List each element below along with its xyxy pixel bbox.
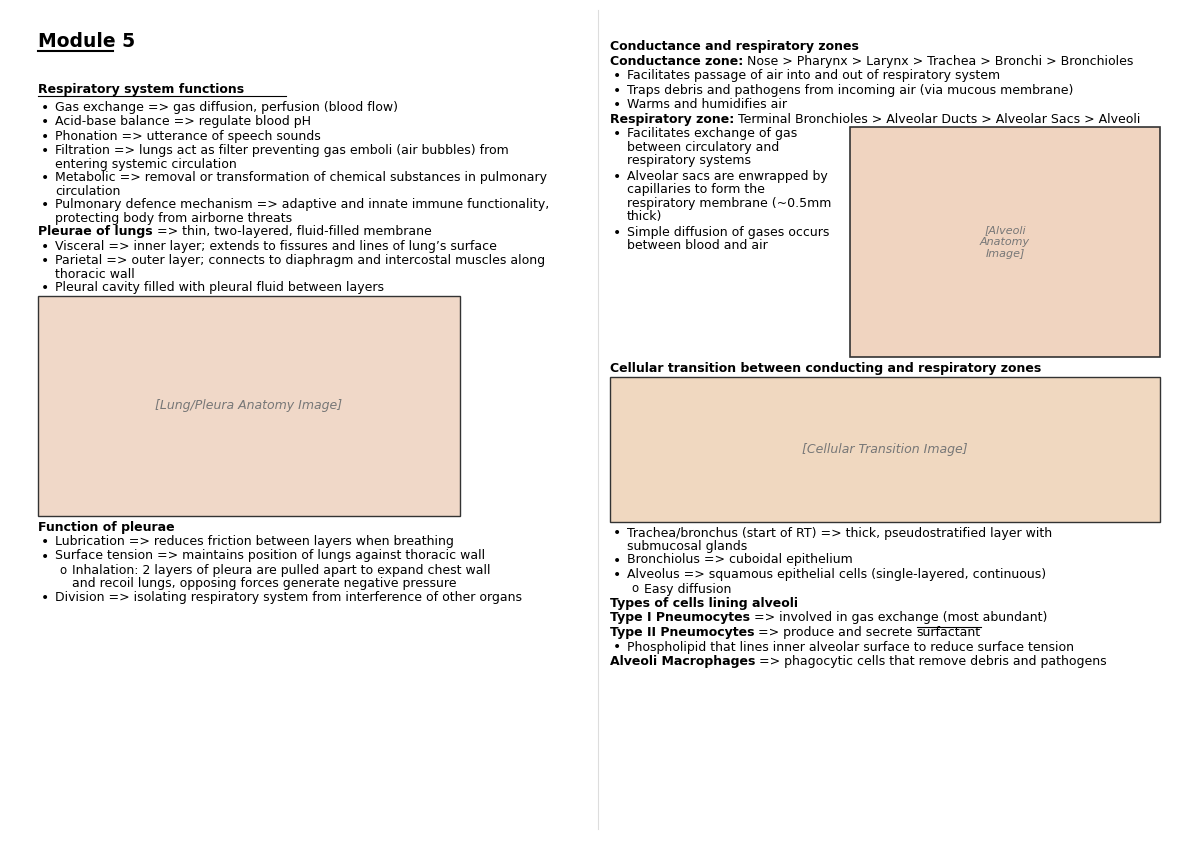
Text: Respiratory zone:: Respiratory zone:: [610, 113, 734, 126]
Text: •: •: [613, 170, 622, 183]
Text: •: •: [613, 640, 622, 655]
Text: => involved in gas exchange (most abundant): => involved in gas exchange (most abunda…: [750, 611, 1048, 625]
Text: Acid-base balance => regulate blood pH: Acid-base balance => regulate blood pH: [55, 115, 311, 128]
Text: thoracic wall: thoracic wall: [55, 267, 134, 280]
Text: •: •: [41, 144, 49, 158]
Text: o: o: [631, 582, 638, 595]
Text: •: •: [41, 254, 49, 268]
Text: •: •: [613, 69, 622, 83]
Text: Simple diffusion of gases occurs: Simple diffusion of gases occurs: [628, 226, 829, 239]
Text: Surface tension => maintains position of lungs against thoracic wall: Surface tension => maintains position of…: [55, 549, 485, 563]
Text: Alveolus => squamous epithelial cells (single-layered, continuous): Alveolus => squamous epithelial cells (s…: [628, 568, 1046, 581]
Text: Pleural cavity filled with pleural fluid between layers: Pleural cavity filled with pleural fluid…: [55, 281, 384, 294]
Text: Type II Pneumocytes: Type II Pneumocytes: [610, 626, 755, 639]
Text: capillaries to form the: capillaries to form the: [628, 183, 764, 196]
Text: •: •: [41, 549, 49, 564]
Text: Inhalation: 2 layers of pleura are pulled apart to expand chest wall: Inhalation: 2 layers of pleura are pulle…: [72, 564, 491, 577]
Text: [Lung/Pleura Anatomy Image]: [Lung/Pleura Anatomy Image]: [156, 399, 342, 412]
Text: •: •: [613, 568, 622, 582]
Text: circulation: circulation: [55, 184, 120, 198]
Text: Terminal Bronchioles > Alveolar Ducts > Alveolar Sacs > Alveoli: Terminal Bronchioles > Alveolar Ducts > …: [734, 113, 1141, 126]
Text: Warms and humidifies air: Warms and humidifies air: [628, 98, 787, 111]
Text: thick): thick): [628, 210, 662, 223]
Text: •: •: [613, 554, 622, 567]
Text: •: •: [613, 226, 622, 239]
Text: Easy diffusion: Easy diffusion: [644, 582, 731, 595]
Text: •: •: [41, 281, 49, 295]
Text: => phagocytic cells that remove debris and pathogens: => phagocytic cells that remove debris a…: [755, 655, 1108, 668]
Text: Facilitates exchange of gas: Facilitates exchange of gas: [628, 127, 797, 140]
Text: Respiratory system functions: Respiratory system functions: [38, 83, 244, 96]
Text: •: •: [613, 127, 622, 141]
Text: Lubrication => reduces friction between layers when breathing: Lubrication => reduces friction between …: [55, 535, 454, 548]
Text: Phospholipid that lines inner alveolar surface to reduce surface tension: Phospholipid that lines inner alveolar s…: [628, 640, 1074, 654]
Text: Pleurae of lungs: Pleurae of lungs: [38, 225, 152, 238]
Text: Type I Pneumocytes: Type I Pneumocytes: [610, 611, 750, 625]
Text: •: •: [41, 115, 49, 129]
Text: => thin, two-layered, fluid-filled membrane: => thin, two-layered, fluid-filled membr…: [152, 225, 431, 238]
Text: Trachea/bronchus (start of RT) => thick, pseudostratified layer with: Trachea/bronchus (start of RT) => thick,…: [628, 526, 1052, 539]
Text: respiratory systems: respiratory systems: [628, 154, 751, 167]
Text: Filtration => lungs act as filter preventing gas emboli (air bubbles) from: Filtration => lungs act as filter preven…: [55, 144, 509, 157]
Text: Bronchiolus => cuboidal epithelium: Bronchiolus => cuboidal epithelium: [628, 554, 853, 566]
Text: Conductance zone:: Conductance zone:: [610, 54, 743, 68]
Text: between circulatory and: between circulatory and: [628, 140, 779, 154]
Text: => produce and secrete: => produce and secrete: [755, 626, 917, 639]
Text: •: •: [613, 83, 622, 98]
Text: •: •: [41, 100, 49, 115]
Text: respiratory membrane (~0.5mm: respiratory membrane (~0.5mm: [628, 196, 832, 210]
Text: Cellular transition between conducting and respiratory zones: Cellular transition between conducting a…: [610, 362, 1042, 375]
Text: •: •: [41, 535, 49, 549]
Text: submucosal glands: submucosal glands: [628, 540, 748, 553]
Bar: [610, 376, 1160, 521]
Text: [Cellular Transition Image]: [Cellular Transition Image]: [802, 442, 968, 456]
Text: Function of pleurae: Function of pleurae: [38, 520, 175, 533]
Text: Gas exchange => gas diffusion, perfusion (blood flow): Gas exchange => gas diffusion, perfusion…: [55, 100, 398, 114]
Text: Phonation => utterance of speech sounds: Phonation => utterance of speech sounds: [55, 130, 320, 143]
Bar: [850, 127, 1160, 357]
Text: •: •: [41, 591, 49, 605]
Text: Division => isolating respiratory system from interference of other organs: Division => isolating respiratory system…: [55, 591, 522, 604]
Text: Metabolic => removal or transformation of chemical substances in pulmonary: Metabolic => removal or transformation o…: [55, 171, 547, 184]
Text: surfactant: surfactant: [917, 626, 980, 639]
Text: Conductance and respiratory zones: Conductance and respiratory zones: [610, 40, 859, 53]
Text: Facilitates passage of air into and out of respiratory system: Facilitates passage of air into and out …: [628, 69, 1000, 82]
Text: Parietal => outer layer; connects to diaphragm and intercostal muscles along: Parietal => outer layer; connects to dia…: [55, 254, 545, 267]
Text: •: •: [41, 171, 49, 185]
Bar: [38, 295, 460, 515]
Text: between blood and air: between blood and air: [628, 239, 768, 252]
Text: •: •: [41, 198, 49, 212]
Text: Visceral => inner layer; extends to fissures and lines of lung’s surface: Visceral => inner layer; extends to fiss…: [55, 239, 497, 252]
Text: •: •: [613, 526, 622, 541]
Text: Alveoli Macrophages: Alveoli Macrophages: [610, 655, 755, 668]
Text: Alveolar sacs are enwrapped by: Alveolar sacs are enwrapped by: [628, 170, 828, 183]
Text: o: o: [59, 564, 66, 577]
Text: protecting body from airborne threats: protecting body from airborne threats: [55, 211, 292, 224]
Text: Traps debris and pathogens from incoming air (via mucous membrane): Traps debris and pathogens from incoming…: [628, 83, 1073, 97]
Text: and recoil lungs, opposing forces generate negative pressure: and recoil lungs, opposing forces genera…: [72, 577, 456, 591]
Text: Module 5: Module 5: [38, 32, 136, 51]
Text: entering systemic circulation: entering systemic circulation: [55, 158, 236, 171]
Text: •: •: [41, 130, 49, 143]
Text: [Alveoli
Anatomy
Image]: [Alveoli Anatomy Image]: [980, 225, 1030, 259]
Text: •: •: [41, 239, 49, 254]
Text: Pulmonary defence mechanism => adaptive and innate immune functionality,: Pulmonary defence mechanism => adaptive …: [55, 198, 550, 211]
Text: Nose > Pharynx > Larynx > Trachea > Bronchi > Bronchioles: Nose > Pharynx > Larynx > Trachea > Bron…: [743, 54, 1134, 68]
Text: •: •: [613, 98, 622, 112]
Text: Types of cells lining alveoli: Types of cells lining alveoli: [610, 597, 798, 610]
